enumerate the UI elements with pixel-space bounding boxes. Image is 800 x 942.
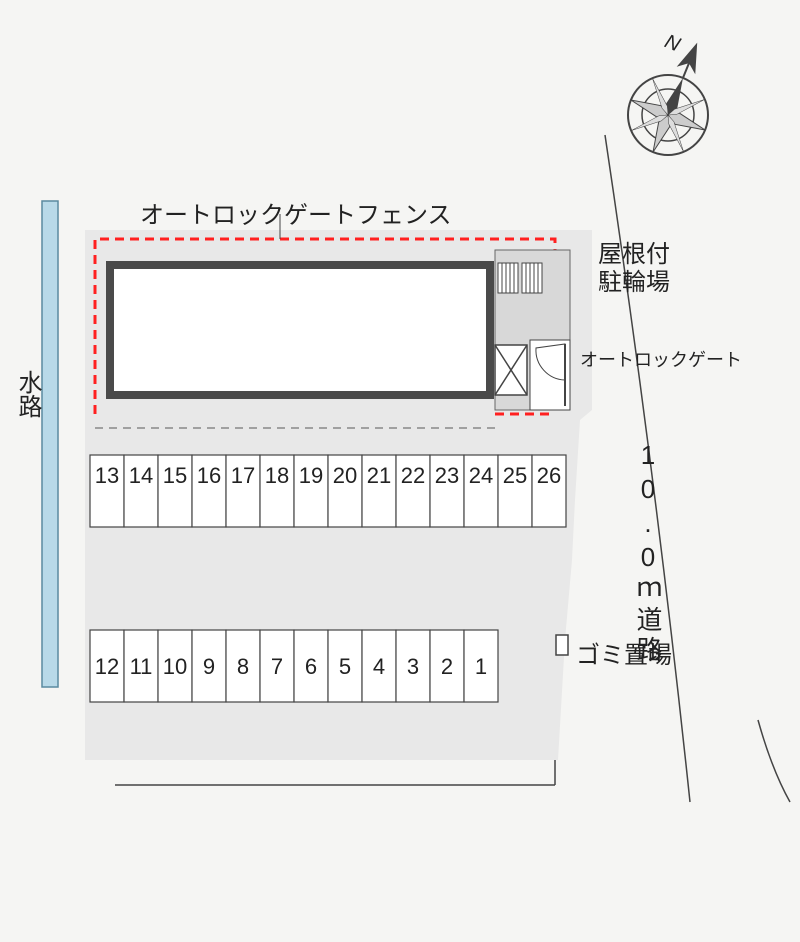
parking-number: 22 <box>396 463 430 489</box>
trash-box <box>556 635 568 655</box>
parking-number: 2 <box>430 654 464 680</box>
parking-number: 13 <box>90 463 124 489</box>
parking-number: 6 <box>294 654 328 680</box>
parking-number: 1 <box>464 654 498 680</box>
parking-number: 4 <box>362 654 396 680</box>
parking-number: 12 <box>90 654 124 680</box>
fence-label: オートロックゲートフェンス <box>140 195 452 230</box>
parking-number: 3 <box>396 654 430 680</box>
parking-number: 23 <box>430 463 464 489</box>
bike-parking-label-2: 駐輪場 <box>598 262 670 297</box>
parking-number: 7 <box>260 654 294 680</box>
parking-number: 20 <box>328 463 362 489</box>
compass-icon: N <box>616 28 734 167</box>
auto-lock-gate <box>530 340 570 410</box>
parking-number: 5 <box>328 654 362 680</box>
parking-number: 11 <box>124 654 158 680</box>
waterway-label: 水路 <box>10 370 45 418</box>
parking-number: 8 <box>226 654 260 680</box>
parking-number: 19 <box>294 463 328 489</box>
parking-number: 9 <box>192 654 226 680</box>
parking-number: 10 <box>158 654 192 680</box>
trash-label: ゴミ置場 <box>576 635 672 670</box>
building <box>110 265 490 395</box>
parking-number: 26 <box>532 463 566 489</box>
waterway <box>42 201 58 687</box>
parking-number: 21 <box>362 463 396 489</box>
parking-number: 24 <box>464 463 498 489</box>
parking-number: 25 <box>498 463 532 489</box>
parking-number: 18 <box>260 463 294 489</box>
parking-number: 14 <box>124 463 158 489</box>
parking-number: 16 <box>192 463 226 489</box>
entrance-box <box>495 345 527 395</box>
auto-gate-label: オートロックゲート <box>580 346 742 372</box>
parking-number: 15 <box>158 463 192 489</box>
compass-n-label: N <box>662 31 684 57</box>
road-curve-outer <box>758 720 790 802</box>
road-label: 10.0ｍ道路 <box>630 440 667 666</box>
parking-number: 17 <box>226 463 260 489</box>
